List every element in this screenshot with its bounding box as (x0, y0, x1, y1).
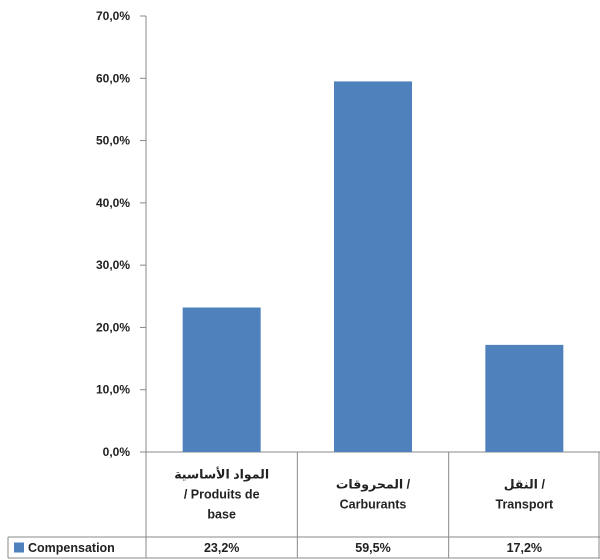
category-labels: المواد الأساسية / Produits de base المحروقا… (174, 452, 600, 558)
category-label: النقل / (504, 478, 546, 492)
y-tick-label: 10,0% (96, 383, 130, 397)
category-label: base (207, 508, 236, 522)
category-label: Transport (496, 498, 554, 512)
category-label: Carburants (340, 498, 407, 512)
y-tick-label: 50,0% (96, 134, 130, 148)
bar (485, 344, 564, 452)
y-tick-label: 70,0% (96, 9, 130, 23)
category-label: المواد الأساسية (174, 467, 269, 482)
data-table: Compensation 23,2% 59,5% 17,2% (7, 536, 600, 559)
y-tick-label: 40,0% (96, 196, 130, 210)
legend-series-name: Compensation (28, 541, 115, 555)
y-tick-label: 60,0% (96, 71, 130, 85)
data-label: 59,5% (355, 541, 390, 555)
bar (182, 307, 261, 452)
data-label: 23,2% (204, 541, 239, 555)
category-label: / Produits de (184, 488, 260, 502)
data-label: 17,2% (507, 541, 542, 555)
y-axis-ticks: 0,0% 10,0% 20,0% 30,0% 40,0% 50,0% 60,0% 70,0% (96, 9, 146, 459)
category-label: المحروقات / (336, 478, 411, 492)
y-tick-label: 0,0% (103, 445, 131, 459)
y-tick-label: 20,0% (96, 320, 130, 334)
y-tick-label: 30,0% (96, 258, 130, 272)
bar (334, 81, 412, 453)
bars (182, 81, 564, 453)
legend-swatch (14, 542, 24, 553)
